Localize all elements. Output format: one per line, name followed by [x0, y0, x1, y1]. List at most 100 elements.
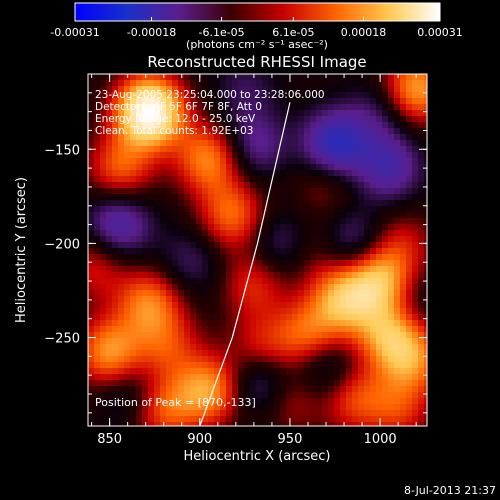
heatmap-cell	[238, 182, 245, 189]
heatmap-cell	[406, 152, 413, 159]
heatmap-cell	[238, 344, 245, 351]
heatmap-cell	[136, 266, 143, 273]
heatmap-cell	[154, 110, 161, 117]
heatmap-cell	[226, 410, 233, 417]
heatmap-cell	[394, 104, 401, 111]
heatmap-cell	[244, 110, 251, 117]
heatmap-cell	[412, 224, 419, 231]
heatmap-cell	[184, 242, 191, 249]
heatmap-cell	[274, 266, 281, 273]
heatmap-cell	[118, 278, 125, 285]
heatmap-cell	[208, 104, 215, 111]
heatmap-cell	[406, 398, 413, 405]
heatmap-cell	[310, 296, 317, 303]
heatmap-cell	[94, 410, 101, 417]
heatmap-cell	[142, 308, 149, 315]
heatmap-cell	[352, 296, 359, 303]
heatmap-cell	[346, 338, 353, 345]
heatmap-cell	[142, 350, 149, 357]
heatmap-cell	[220, 152, 227, 159]
heatmap-cell	[106, 122, 113, 129]
heatmap-cell	[130, 176, 137, 183]
heatmap-cell	[118, 410, 125, 417]
heatmap-cell	[238, 254, 245, 261]
heatmap-cell	[226, 356, 233, 363]
heatmap-cell	[250, 176, 257, 183]
heatmap-cell	[100, 350, 107, 357]
heatmap-cell	[130, 242, 137, 249]
heatmap-cell	[166, 98, 173, 105]
heatmap-cell	[184, 368, 191, 375]
heatmap-cell	[124, 344, 131, 351]
heatmap-cell	[136, 110, 143, 117]
heatmap-cell	[406, 110, 413, 117]
heatmap-cell	[286, 230, 293, 237]
heatmap-cell	[298, 134, 305, 141]
heatmap-cell	[322, 86, 329, 93]
heatmap-cell	[250, 320, 257, 327]
heatmap-cell	[304, 80, 311, 87]
heatmap-cell	[166, 416, 173, 423]
heatmap-cell	[406, 212, 413, 219]
heatmap-cell	[124, 194, 131, 201]
heatmap-cell	[388, 170, 395, 177]
heatmap-cell	[352, 224, 359, 231]
heatmap-cell	[292, 212, 299, 219]
heatmap-cell	[202, 122, 209, 129]
heatmap-cell	[220, 392, 227, 399]
heatmap-cell	[142, 380, 149, 387]
heatmap-cell	[376, 158, 383, 165]
heatmap-cell	[160, 140, 167, 147]
heatmap-cell	[220, 158, 227, 165]
heatmap-cell	[400, 266, 407, 273]
heatmap-cell	[118, 218, 125, 225]
heatmap-cell	[172, 404, 179, 411]
heatmap-cell	[166, 296, 173, 303]
heatmap-cell	[346, 116, 353, 123]
heatmap-cell	[382, 92, 389, 99]
heatmap-cell	[262, 302, 269, 309]
heatmap-cell	[118, 212, 125, 219]
heatmap-cell	[166, 308, 173, 315]
heatmap-cell	[376, 350, 383, 357]
heatmap-cell	[160, 392, 167, 399]
heatmap-cell	[340, 182, 347, 189]
heatmap-cell	[142, 146, 149, 153]
heatmap-cell	[112, 410, 119, 417]
heatmap-cell	[94, 92, 101, 99]
heatmap-cell	[364, 284, 371, 291]
heatmap-cell	[172, 290, 179, 297]
heatmap-cell	[112, 116, 119, 123]
heatmap-cell	[166, 170, 173, 177]
heatmap-cell	[190, 86, 197, 93]
heatmap-cell	[130, 362, 137, 369]
heatmap-cell	[208, 158, 215, 165]
heatmap-cell	[172, 398, 179, 405]
heatmap-cell	[340, 386, 347, 393]
heatmap-cell	[280, 140, 287, 147]
heatmap-cell	[274, 338, 281, 345]
heatmap-cell	[208, 164, 215, 171]
heatmap-cell	[382, 260, 389, 267]
heatmap-cell	[130, 212, 137, 219]
heatmap-cell	[184, 176, 191, 183]
heatmap-cell	[94, 128, 101, 135]
heatmap-cell	[250, 194, 257, 201]
heatmap-cell	[400, 290, 407, 297]
heatmap-cell	[190, 284, 197, 291]
heatmap-cell	[316, 158, 323, 165]
heatmap-cell	[304, 200, 311, 207]
heatmap-cell	[250, 134, 257, 141]
heatmap-cell	[334, 422, 341, 426]
heatmap-cell	[118, 98, 125, 105]
heatmap-cell	[286, 140, 293, 147]
heatmap-cell	[226, 272, 233, 279]
heatmap-cell	[118, 224, 125, 231]
heatmap-cell	[172, 332, 179, 339]
heatmap-cell	[340, 326, 347, 333]
heatmap-cell	[340, 230, 347, 237]
heatmap-cell	[268, 74, 275, 81]
heatmap-cell	[154, 302, 161, 309]
heatmap-cell	[412, 338, 419, 345]
heatmap-cell	[106, 368, 113, 375]
